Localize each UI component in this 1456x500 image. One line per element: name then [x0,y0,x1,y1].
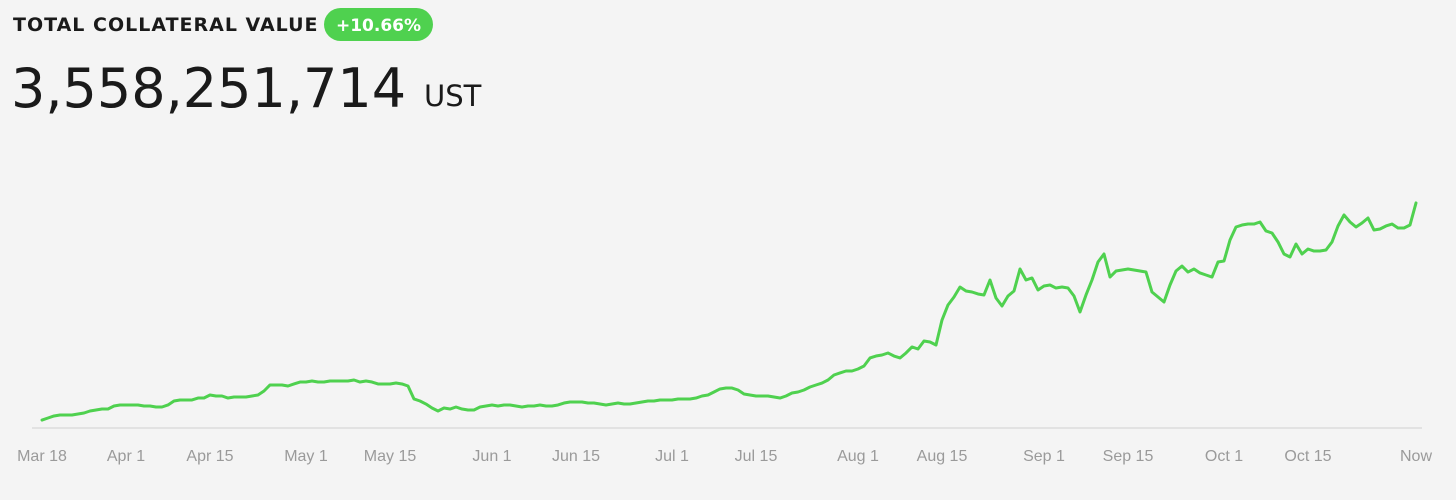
x-tick-label: Apr 1 [107,448,145,465]
x-tick-label: Oct 1 [1205,448,1243,465]
total-unit: UST [424,79,482,113]
x-tick-label: Aug 15 [917,448,968,465]
x-tick-label: Apr 15 [186,448,233,465]
x-tick-label: May 1 [284,448,328,465]
title: TOTAL COLLATERAL VALUE [13,14,319,36]
x-tick-label: Mar 18 [17,448,67,465]
x-tick-label: Jun 15 [552,448,600,465]
x-tick-label: Now [1400,448,1432,465]
data-line [40,201,1418,422]
x-tick-label: Sep 1 [1023,448,1065,465]
x-tick-label: Oct 15 [1284,448,1331,465]
x-tick-label: May 15 [364,448,417,465]
x-tick-label: Aug 1 [837,448,879,465]
change-value: +10.66% [336,16,421,36]
x-tick-label: Jul 1 [655,448,689,465]
total-value: 3,558,251,714 [11,57,406,120]
change-badge [324,8,433,41]
x-tick-label: Jun 1 [472,448,511,465]
x-tick-label: Jul 15 [735,448,778,465]
x-tick-label: Sep 15 [1103,448,1154,465]
